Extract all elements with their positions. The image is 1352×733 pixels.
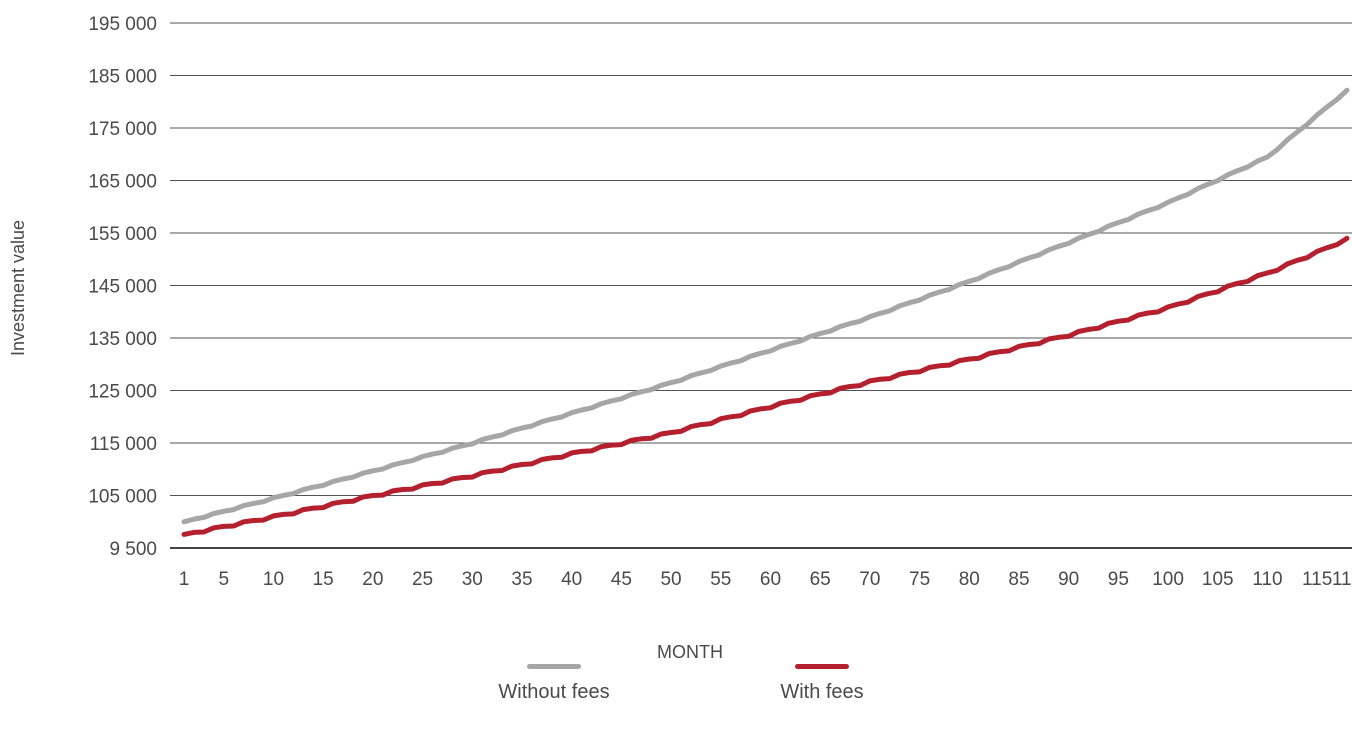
x-tick-label: 45 <box>611 569 632 590</box>
y-tick-label: 125 000 <box>88 382 157 403</box>
series-lines <box>181 87 1350 537</box>
x-tick-label: 55 <box>710 569 731 590</box>
legend-label-with-fees: With fees <box>780 681 864 703</box>
x-tick-label: 35 <box>511 569 532 590</box>
y-tick-label: 145 000 <box>88 277 157 298</box>
y-tick-label: 195 000 <box>88 14 157 35</box>
y-tick-label: 105 000 <box>88 487 157 508</box>
x-tick-label: 65 <box>810 569 831 590</box>
x-tick-label: 30 <box>462 569 483 590</box>
y-axis-tick-labels: 9 500 105 000 115 000 125 000 135 000 145 000… <box>88 14 157 560</box>
y-tick-label: 115 000 <box>90 434 157 455</box>
x-tick-label: 25 <box>412 569 433 590</box>
x-tick-label: 70 <box>859 569 880 590</box>
series-line-without-fees <box>181 87 1350 525</box>
gridlines <box>170 22 1352 549</box>
x-tick-label: 85 <box>1008 569 1029 590</box>
legend-item-with-fees: With fees <box>742 664 902 704</box>
x-tick-label: 40 <box>561 569 582 590</box>
y-tick-label: 185 000 <box>88 67 157 88</box>
x-axis-title: MONTH <box>657 642 723 662</box>
y-tick-label: 155 000 <box>88 224 157 245</box>
legend-label-without-fees: Without fees <box>498 681 610 703</box>
x-axis-tick-labels: 1 5 10 15 20 25 30 35 40 45 50 55 60 65 70 75 80 85 90 95 10… <box>179 569 1352 590</box>
x-tick-label: 50 <box>660 569 681 590</box>
x-tick-label: 1 <box>179 569 190 590</box>
x-tick-label: 60 <box>760 569 781 590</box>
x-tick-label: 5 <box>218 569 229 590</box>
x-tick-label: 100 <box>1152 569 1184 590</box>
legend-swatch-without-fees <box>527 664 581 669</box>
x-tick-label: 10 <box>263 569 284 590</box>
legend: Without fees With fees <box>0 664 1352 733</box>
legend-item-without-fees: Without fees <box>474 664 634 704</box>
y-tick-label: 165 000 <box>88 172 157 193</box>
line-chart: 9 500 105 000 115 000 125 000 135 000 145 000… <box>8 14 1352 662</box>
x-tick-label: 115 <box>1302 569 1332 590</box>
y-tick-label: 175 000 <box>88 119 157 140</box>
x-tick-label: 20 <box>362 569 383 590</box>
x-tick-label: 110 <box>1252 569 1282 590</box>
x-tick-label: 118 <box>1332 569 1352 590</box>
x-tick-label: 95 <box>1108 569 1129 590</box>
x-tick-label: 80 <box>959 569 980 590</box>
x-tick-label: 105 <box>1202 569 1234 590</box>
y-tick-label: 135 000 <box>88 329 157 350</box>
x-tick-label: 15 <box>313 569 334 590</box>
legend-swatch-with-fees <box>795 664 849 669</box>
series-line-with-fees <box>181 235 1350 537</box>
y-tick-label: 9 500 <box>109 539 157 560</box>
x-tick-label: 90 <box>1058 569 1079 590</box>
y-axis-title: Investment value <box>8 220 28 356</box>
x-tick-label: 75 <box>909 569 930 590</box>
